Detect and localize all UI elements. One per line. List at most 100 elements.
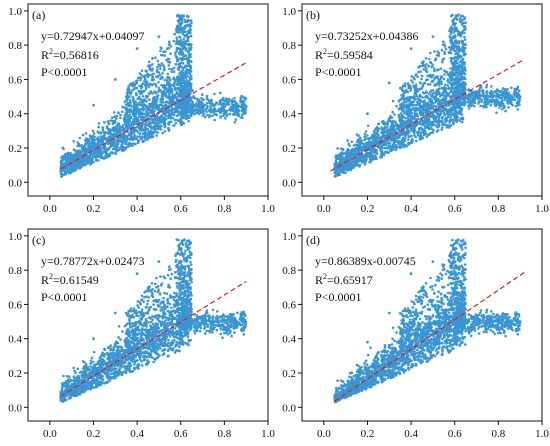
scatter-point (140, 135, 144, 138)
scatter-point (107, 130, 111, 133)
scatter-point (450, 113, 453, 117)
scatter-point (185, 14, 189, 18)
scatter-point (427, 64, 431, 68)
scatter-point (434, 105, 438, 108)
scatter-point (176, 57, 179, 61)
scatter-point (164, 85, 167, 88)
scatter-point (416, 114, 420, 118)
scatter-point (151, 75, 154, 79)
scatter-point (517, 89, 521, 93)
scatter-point (174, 121, 178, 125)
scatter-point (139, 89, 143, 93)
scatter-point (113, 78, 117, 81)
scatter-point (189, 114, 193, 118)
scatter-point (186, 75, 190, 78)
scatter-point (439, 93, 443, 97)
scatter-point (134, 113, 138, 116)
scatter-point (196, 112, 200, 115)
scatter-point (460, 73, 463, 76)
scatter-point (117, 123, 121, 127)
scatter-point (138, 76, 142, 79)
scatter-point (151, 57, 154, 60)
scatter-point (429, 51, 432, 55)
scatter-point (152, 72, 155, 76)
scatter-point (235, 110, 239, 114)
scatter-point (178, 57, 182, 60)
scatter-point (459, 117, 463, 120)
scatter-point (457, 106, 461, 110)
scatter-point (160, 93, 164, 97)
scatter-point (463, 38, 467, 41)
scatter-point (429, 60, 432, 64)
scatter-point (166, 72, 170, 76)
scatter-point (421, 60, 425, 64)
scatter-point (413, 133, 416, 137)
scatter-point (180, 74, 183, 78)
scatter-point (396, 127, 399, 131)
scatter-point (133, 137, 137, 140)
scatter-point (106, 126, 109, 130)
scatter-point (408, 95, 411, 99)
scatter-point (407, 84, 410, 87)
scatter-point (179, 117, 183, 121)
scatter-point (179, 26, 182, 29)
scatter-point (190, 21, 193, 25)
scatter-point (176, 59, 179, 63)
scatter-point (194, 111, 198, 115)
scatter-point (123, 116, 127, 119)
scatter-point (514, 104, 518, 108)
scatter-point (152, 130, 156, 133)
scatter-point (148, 82, 151, 86)
scatter-point (166, 80, 170, 84)
scatter-point (235, 102, 238, 106)
scatter-point (441, 43, 445, 47)
scatter-point (140, 116, 143, 119)
scatter-point (412, 76, 416, 79)
scatter-point (233, 121, 237, 124)
scatter-point (423, 92, 426, 95)
scatter-point (166, 127, 170, 130)
scatter-point (172, 70, 176, 73)
scatter-point (233, 99, 236, 103)
scatter-point (447, 87, 450, 90)
scatter-point (440, 75, 444, 79)
scatter-point (160, 62, 164, 65)
scatter-point (91, 129, 95, 133)
scatter-point (81, 133, 85, 137)
scatter-point (202, 98, 205, 101)
scatter-point (115, 145, 118, 149)
scatter-point (182, 54, 185, 58)
scatter-point (434, 115, 437, 118)
scatter-point (169, 114, 172, 118)
scatter-point (452, 86, 455, 90)
scatter-point (121, 105, 124, 109)
scatter-point (453, 82, 457, 85)
scatter-point (188, 72, 192, 76)
scatter-point (109, 119, 113, 122)
scatter-point (387, 141, 390, 145)
scatter-point (452, 35, 455, 39)
scatter-point (168, 86, 172, 89)
scatter-point (92, 160, 95, 164)
scatter-point (463, 31, 466, 35)
scatter-point (227, 103, 231, 106)
scatter-point (117, 111, 120, 115)
scatter-point (395, 104, 398, 108)
scatter-point (402, 98, 406, 102)
r-squared-value: =0.56816 (53, 48, 99, 62)
scatter-point (161, 53, 165, 57)
scatter-point (489, 103, 493, 107)
scatter-point (421, 114, 425, 117)
scatter-point (121, 129, 125, 132)
scatter-point (157, 35, 161, 38)
scatter-point (178, 21, 181, 25)
scatter-point (183, 47, 186, 50)
scatter-point (189, 88, 193, 91)
scatter-point (175, 36, 178, 40)
scatter-point (463, 35, 466, 39)
scatter-point (441, 121, 444, 124)
scatter-point (107, 122, 111, 126)
scatter-point (122, 133, 126, 136)
scatter-point (373, 134, 377, 138)
scatter-point (495, 103, 499, 106)
